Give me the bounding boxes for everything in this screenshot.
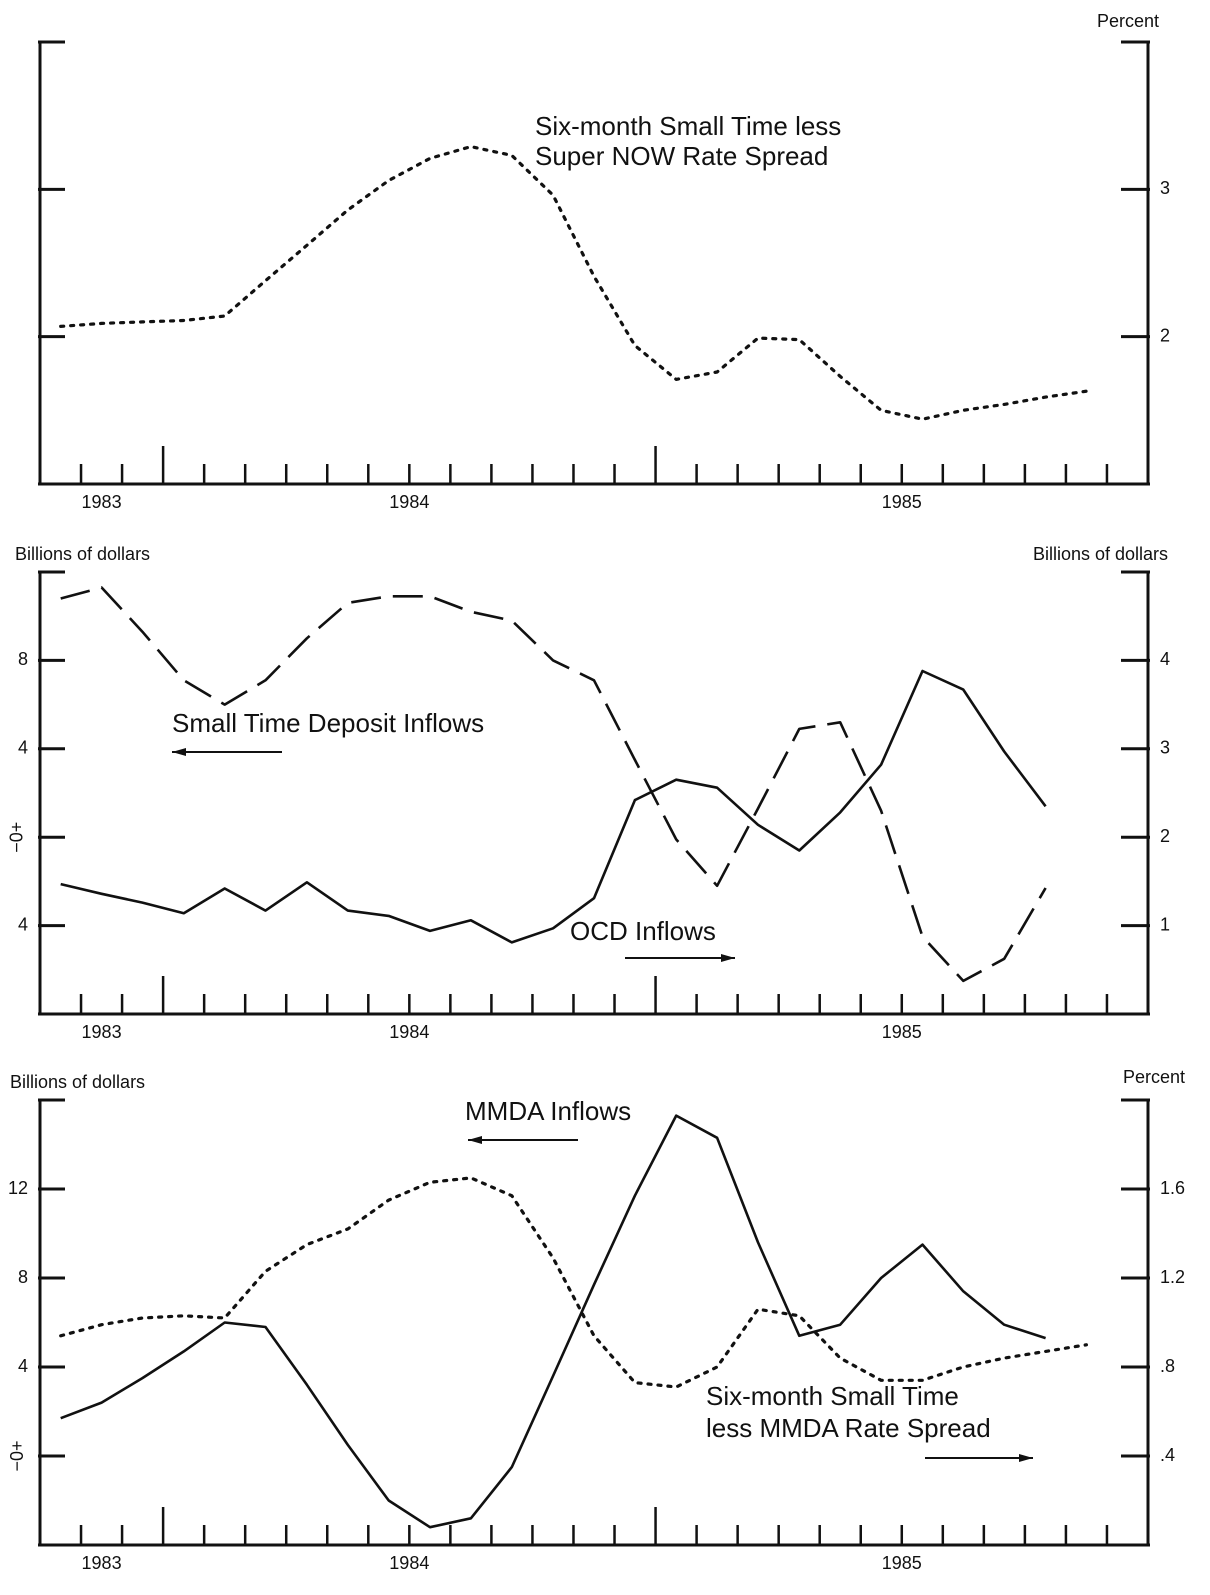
annotation: Six-month Small Time less <box>535 111 841 141</box>
annotation: Super NOW Rate Spread <box>535 141 828 171</box>
axis-label: Billions of dollars <box>10 1072 145 1092</box>
arrow-head <box>172 748 186 756</box>
y-tick-label: 3 <box>1160 178 1170 198</box>
y-tick-label: 4 <box>18 914 28 934</box>
x-tick-label: 1983 <box>82 492 122 512</box>
axis-label: Billions of dollars <box>15 544 150 564</box>
annotation: MMDA Inflows <box>465 1096 631 1126</box>
annotation: less MMDA Rate Spread <box>706 1413 991 1443</box>
annotation: Small Time Deposit Inflows <box>172 708 484 738</box>
y-tick-label: 4 <box>18 1356 28 1376</box>
y-tick-label: −0+ <box>7 822 27 853</box>
y-tick-label: .8 <box>1160 1356 1175 1376</box>
arrow-head <box>721 954 735 962</box>
x-tick-label: 1984 <box>389 1553 429 1573</box>
y-tick-label: 2 <box>1160 826 1170 846</box>
x-tick-label: 1985 <box>882 492 922 512</box>
arrow-head <box>1019 1454 1033 1462</box>
arrow-head <box>468 1136 482 1144</box>
axis-frame <box>38 1100 1150 1547</box>
y-tick-label: −0+ <box>7 1440 27 1471</box>
x-tick-label: 1984 <box>389 492 429 512</box>
series-line <box>60 586 1047 983</box>
y-tick-label: 4 <box>18 738 28 758</box>
axis-label: Percent <box>1123 1067 1185 1087</box>
x-tick-label: 1983 <box>82 1553 122 1573</box>
series-line <box>59 1176 1088 1389</box>
y-tick-label: 1 <box>1160 914 1170 934</box>
series-line <box>60 669 1047 944</box>
y-tick-label: 1.6 <box>1160 1178 1185 1198</box>
x-tick-label: 1985 <box>882 1553 922 1573</box>
y-tick-label: 12 <box>8 1178 28 1198</box>
y-tick-label: 1.2 <box>1160 1267 1185 1287</box>
x-tick-label: 1984 <box>389 1022 429 1042</box>
y-tick-label: 3 <box>1160 738 1170 758</box>
y-tick-label: 4 <box>1160 649 1170 669</box>
axis-frame <box>38 572 1150 1016</box>
series-line <box>60 1114 1047 1529</box>
x-tick-label: 1985 <box>882 1022 922 1042</box>
axis-label: Percent <box>1097 11 1159 31</box>
axis-label: Billions of dollars <box>1033 544 1168 564</box>
y-tick-label: 8 <box>18 649 28 669</box>
y-tick-label: 8 <box>18 1267 28 1287</box>
y-tick-label: .4 <box>1160 1445 1175 1465</box>
annotation: Six-month Small Time <box>706 1381 959 1411</box>
x-tick-label: 1983 <box>82 1022 122 1042</box>
series-line <box>59 145 1088 421</box>
annotation: OCD Inflows <box>570 916 716 946</box>
y-tick-label: 2 <box>1160 325 1170 345</box>
axis-frame <box>38 42 1150 486</box>
